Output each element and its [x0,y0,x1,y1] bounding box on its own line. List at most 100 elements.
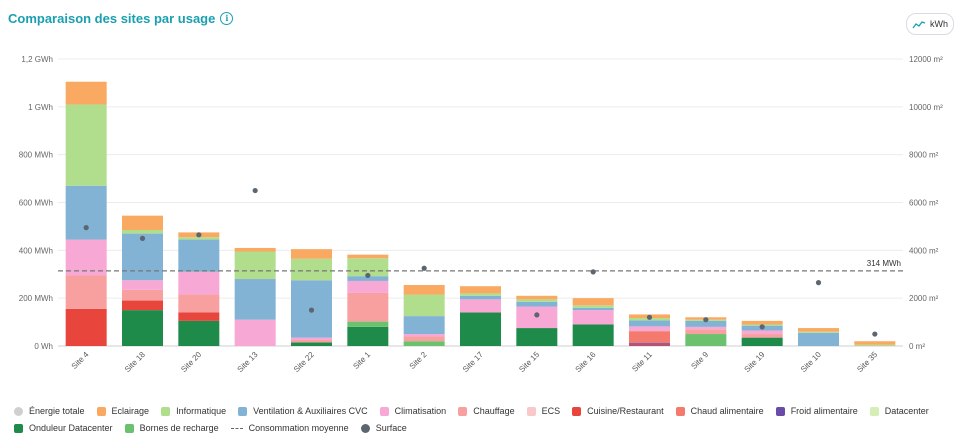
bar-segment [572,298,614,306]
x-tick-label: Site 20 [179,350,203,374]
legend-label: Surface [375,423,407,433]
surface-point [365,272,371,279]
bar-stack [65,81,107,346]
legend-swatch [124,423,134,433]
y-tick-label-right: 10000 m² [909,103,943,112]
bar-segment [65,275,107,309]
bar-segment [347,321,389,327]
bar-segment [403,316,445,335]
bar-segment [516,299,558,302]
legend-item[interactable]: Surface [360,423,407,433]
surface-point [196,232,202,238]
bar-segment [629,343,670,345]
bar-segment [629,344,670,346]
surface-point [83,225,89,231]
bar-segment [516,295,558,300]
bar-segment [572,324,614,346]
legend-label: Chauffage [473,406,515,416]
y-tick-label-left: 600 MWh [19,199,53,208]
info-icon[interactable]: i [220,12,234,25]
bar-segment [798,331,839,333]
bar-segment [347,258,389,277]
legend-label: ECS [541,406,561,416]
bar-segment [65,308,107,346]
legend-item[interactable]: Chauffage [458,406,515,416]
bar-segment [629,326,670,332]
bar-segment [178,271,220,295]
x-tick-label: Site 19 [743,350,767,374]
bar-segment [460,299,501,313]
legend-swatch [14,423,23,433]
bar-segment [572,310,614,325]
legend-item[interactable]: Ventilation & Auxiliaires CVC [238,406,368,416]
y-tick-label-right: 12000 m² [909,55,943,64]
bar-segment [122,233,163,281]
x-tick-label: Site 11 [630,350,654,374]
bar-segment [65,104,107,186]
bar-segment [403,285,445,295]
legend-label: Consommation moyenne [248,423,349,433]
bar-segment [347,280,389,293]
legend-swatch [96,406,106,416]
legend-item[interactable]: Froid alimentaire [775,406,858,416]
bar-segment [685,326,727,330]
legend-item[interactable]: Chaud alimentaire [675,406,764,416]
x-tick-label: Site 16 [574,350,598,374]
legend-swatch [458,406,468,416]
bar-segment [122,230,163,234]
surface-point [139,235,146,241]
legend-item[interactable]: Eclairage [96,406,149,416]
legend-item[interactable]: Cuisine/Restaurant [572,406,664,416]
legend-label: Énergie totale [29,406,85,416]
legend-item[interactable]: Consommation moyenne [230,423,349,433]
bar-segment [798,328,839,332]
bar-segment [685,334,727,346]
surface-point [534,312,540,318]
bar-segment [460,286,501,294]
bar-segment [347,276,389,281]
legend-swatch [360,423,370,433]
legend-item[interactable]: Énergie totale [14,406,85,416]
bar-segment [234,251,276,280]
bar-segment [460,295,501,300]
bar-segment [741,334,783,338]
bar-segment [572,307,614,311]
bar-segment [178,294,220,313]
bar-stack [403,285,445,346]
bar-segment [178,320,220,346]
bar-segment [291,337,332,341]
legend-item[interactable]: Datacenter [869,406,929,416]
bar-segment [291,342,332,346]
bar-stack [572,298,614,346]
bar-segment [572,305,614,308]
legend-item[interactable]: Informatique [161,406,226,416]
legend-swatch [238,406,248,416]
y-tick-label-right: 4000 m² [909,246,939,255]
bar-segment [234,247,276,252]
y-tick-label-right: 8000 m² [909,151,939,160]
legend-label: Chaud alimentaire [690,406,764,416]
bar-segment [629,320,670,327]
y-tick-label-left: 1,2 GWh [21,55,53,64]
bar-segment [234,279,276,320]
unit-label: kWh [930,19,948,29]
x-tick-label: Site 2 [408,350,429,371]
legend-item[interactable]: ECS [526,406,561,416]
legend-swatch [161,406,171,416]
bar-segment [122,289,163,301]
bar-stack [234,247,276,346]
bar-stack [122,215,163,346]
x-tick-label: Site 15 [517,350,541,374]
unit-toggle-button[interactable]: kWh [906,13,954,35]
y-tick-label-left: 400 MWh [19,246,53,255]
bar-stack [516,295,558,346]
x-tick-label: Site 35 [855,350,879,374]
legend-item[interactable]: Onduleur Datacenter [14,423,113,433]
bar-segment [65,185,107,240]
bar-stack [798,328,839,346]
legend-label: Froid alimentaire [790,406,858,416]
legend-item[interactable]: Climatisation [379,406,446,416]
bar-stack [291,249,332,346]
legend-item[interactable]: Bornes de recharge [124,423,219,433]
chart-title: Comparaison des sites par usage [8,11,216,26]
